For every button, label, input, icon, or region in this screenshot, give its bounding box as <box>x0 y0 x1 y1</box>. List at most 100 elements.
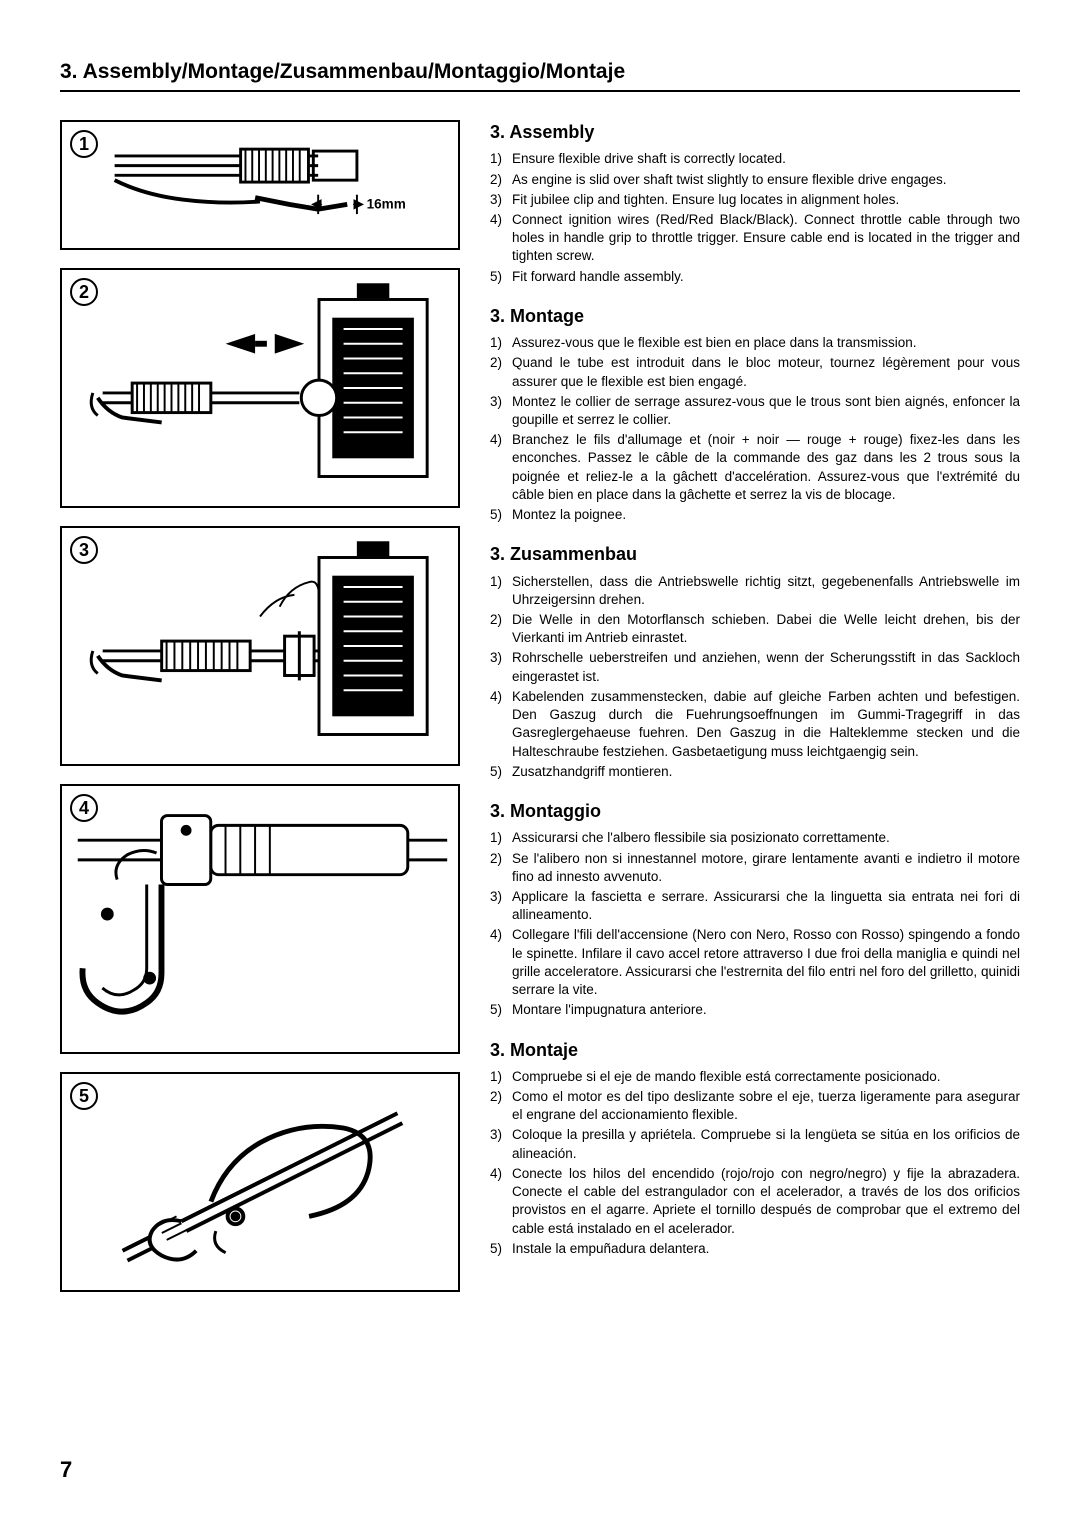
step-number: 5) <box>490 1240 512 1258</box>
figure-5-svg <box>62 1074 458 1290</box>
step-text: Montare l'impugnatura anteriore. <box>512 1001 1020 1019</box>
language-title: 3. Zusammenbau <box>490 542 1020 566</box>
figure-4-svg <box>62 786 458 1052</box>
step-text: As engine is slid over shaft twist sligh… <box>512 171 1020 189</box>
figure-number: 5 <box>70 1082 98 1110</box>
page-number: 7 <box>60 1457 72 1483</box>
language-title: 3. Montage <box>490 304 1020 328</box>
step-item: 5)Montare l'impugnatura anteriore. <box>490 1001 1020 1019</box>
step-item: 5)Montez la poignee. <box>490 506 1020 524</box>
step-item: 1)Assurez-vous que le flexible est bien … <box>490 334 1020 352</box>
figure-2-svg <box>62 270 458 506</box>
figure-1-svg: 16mm <box>62 122 458 248</box>
figure-1: 1 <box>60 120 460 250</box>
dimension-label: 16mm <box>367 196 406 211</box>
step-item: 4)Collegare l'fili dell'accensione (Nero… <box>490 926 1020 999</box>
step-item: 2)Como el motor es del tipo deslizante s… <box>490 1088 1020 1124</box>
step-number: 3) <box>490 1126 512 1162</box>
step-text: Applicare la fascietta e serrare. Assicu… <box>512 888 1020 924</box>
step-number: 4) <box>490 688 512 761</box>
step-number: 5) <box>490 1001 512 1019</box>
step-item: 2)Die Welle in den Motorflansch schieben… <box>490 611 1020 647</box>
figure-4: 4 <box>60 784 460 1054</box>
step-text: Die Welle in den Motorflansch schieben. … <box>512 611 1020 647</box>
step-text: Como el motor es del tipo deslizante sob… <box>512 1088 1020 1124</box>
step-text: Quand le tube est introduit dans le bloc… <box>512 354 1020 390</box>
step-text: Fit jubilee clip and tighten. Ensure lug… <box>512 191 1020 209</box>
step-number: 4) <box>490 431 512 504</box>
step-item: 1)Ensure flexible drive shaft is correct… <box>490 150 1020 168</box>
step-number: 2) <box>490 850 512 886</box>
step-number: 5) <box>490 763 512 781</box>
step-text: Collegare l'fili dell'accensione (Nero c… <box>512 926 1020 999</box>
language-block: 3. Assembly 1)Ensure flexible drive shaft… <box>490 120 1020 286</box>
step-text: Compruebe si el eje de mando flexible es… <box>512 1068 1020 1086</box>
step-text: Assicurarsi che l'albero flessibile sia … <box>512 829 1020 847</box>
step-text: Connect ignition wires (Red/Red Black/Bl… <box>512 211 1020 266</box>
step-number: 3) <box>490 649 512 685</box>
figure-number: 3 <box>70 536 98 564</box>
figure-number: 2 <box>70 278 98 306</box>
figure-3-svg <box>62 528 458 764</box>
step-text: Branchez le fils d'allumage et (noir + n… <box>512 431 1020 504</box>
step-item: 4)Kabelenden zusammenstecken, dabie auf … <box>490 688 1020 761</box>
step-item: 1)Assicurarsi che l'albero flessibile si… <box>490 829 1020 847</box>
figure-5: 5 <box>60 1072 460 1292</box>
step-text: Assurez-vous que le flexible est bien en… <box>512 334 1020 352</box>
figure-number: 4 <box>70 794 98 822</box>
section-heading: 3. Assembly/Montage/Zusammenbau/Montaggi… <box>60 60 1020 92</box>
step-number: 5) <box>490 506 512 524</box>
figure-number: 1 <box>70 130 98 158</box>
language-block: 3. Montage 1)Assurez-vous que le flexible… <box>490 304 1020 524</box>
step-number: 3) <box>490 888 512 924</box>
language-block: 3. Montaggio 1)Assicurarsi che l'albero f… <box>490 799 1020 1019</box>
step-item: 3)Rohrschelle ueberstreifen und anziehen… <box>490 649 1020 685</box>
steps-list: 1)Sicherstellen, dass die Antriebswelle … <box>490 573 1020 781</box>
step-item: 1)Sicherstellen, dass die Antriebswelle … <box>490 573 1020 609</box>
step-text: Se l'alibero non si innestannel motore, … <box>512 850 1020 886</box>
steps-list: 1)Ensure flexible drive shaft is correct… <box>490 150 1020 286</box>
step-text: Montez le collier de serrage assurez-vou… <box>512 393 1020 429</box>
step-number: 1) <box>490 334 512 352</box>
step-number: 1) <box>490 573 512 609</box>
step-item: 4)Connect ignition wires (Red/Red Black/… <box>490 211 1020 266</box>
language-block: 3. Montaje 1)Compruebe si el eje de mando… <box>490 1038 1020 1258</box>
step-item: 3)Coloque la presilla y apriétela. Compr… <box>490 1126 1020 1162</box>
step-item: 3)Applicare la fascietta e serrare. Assi… <box>490 888 1020 924</box>
step-text: Zusatzhandgriff montieren. <box>512 763 1020 781</box>
step-item: 5)Zusatzhandgriff montieren. <box>490 763 1020 781</box>
step-number: 5) <box>490 268 512 286</box>
step-text: Sicherstellen, dass die Antriebswelle ri… <box>512 573 1020 609</box>
language-title: 3. Montaggio <box>490 799 1020 823</box>
step-text: Ensure flexible drive shaft is correctly… <box>512 150 1020 168</box>
step-number: 2) <box>490 171 512 189</box>
steps-list: 1)Compruebe si el eje de mando flexible … <box>490 1068 1020 1258</box>
step-item: 1)Compruebe si el eje de mando flexible … <box>490 1068 1020 1086</box>
step-item: 2)As engine is slid over shaft twist sli… <box>490 171 1020 189</box>
figure-3: 3 <box>60 526 460 766</box>
step-item: 4)Conecte los hilos del encendido (rojo/… <box>490 1165 1020 1238</box>
step-number: 2) <box>490 1088 512 1124</box>
steps-list: 1)Assurez-vous que le flexible est bien … <box>490 334 1020 524</box>
step-number: 4) <box>490 211 512 266</box>
figure-2: 2 <box>60 268 460 508</box>
step-number: 1) <box>490 1068 512 1086</box>
steps-list: 1)Assicurarsi che l'albero flessibile si… <box>490 829 1020 1019</box>
step-text: Coloque la presilla y apriétela. Comprue… <box>512 1126 1020 1162</box>
step-item: 5)Instale la empuñadura delantera. <box>490 1240 1020 1258</box>
language-title: 3. Assembly <box>490 120 1020 144</box>
language-title: 3. Montaje <box>490 1038 1020 1062</box>
step-number: 4) <box>490 1165 512 1238</box>
step-text: Kabelenden zusammenstecken, dabie auf gl… <box>512 688 1020 761</box>
main-grid: 1 <box>60 120 1020 1292</box>
step-item: 2)Se l'alibero non si innestannel motore… <box>490 850 1020 886</box>
step-item: 4)Branchez le fils d'allumage et (noir +… <box>490 431 1020 504</box>
step-number: 1) <box>490 829 512 847</box>
step-text: Instale la empuñadura delantera. <box>512 1240 1020 1258</box>
step-number: 3) <box>490 393 512 429</box>
step-item: 2)Quand le tube est introduit dans le bl… <box>490 354 1020 390</box>
step-text: Conecte los hilos del encendido (rojo/ro… <box>512 1165 1020 1238</box>
step-item: 5)Fit forward handle assembly. <box>490 268 1020 286</box>
step-text: Fit forward handle assembly. <box>512 268 1020 286</box>
step-item: 3)Fit jubilee clip and tighten. Ensure l… <box>490 191 1020 209</box>
